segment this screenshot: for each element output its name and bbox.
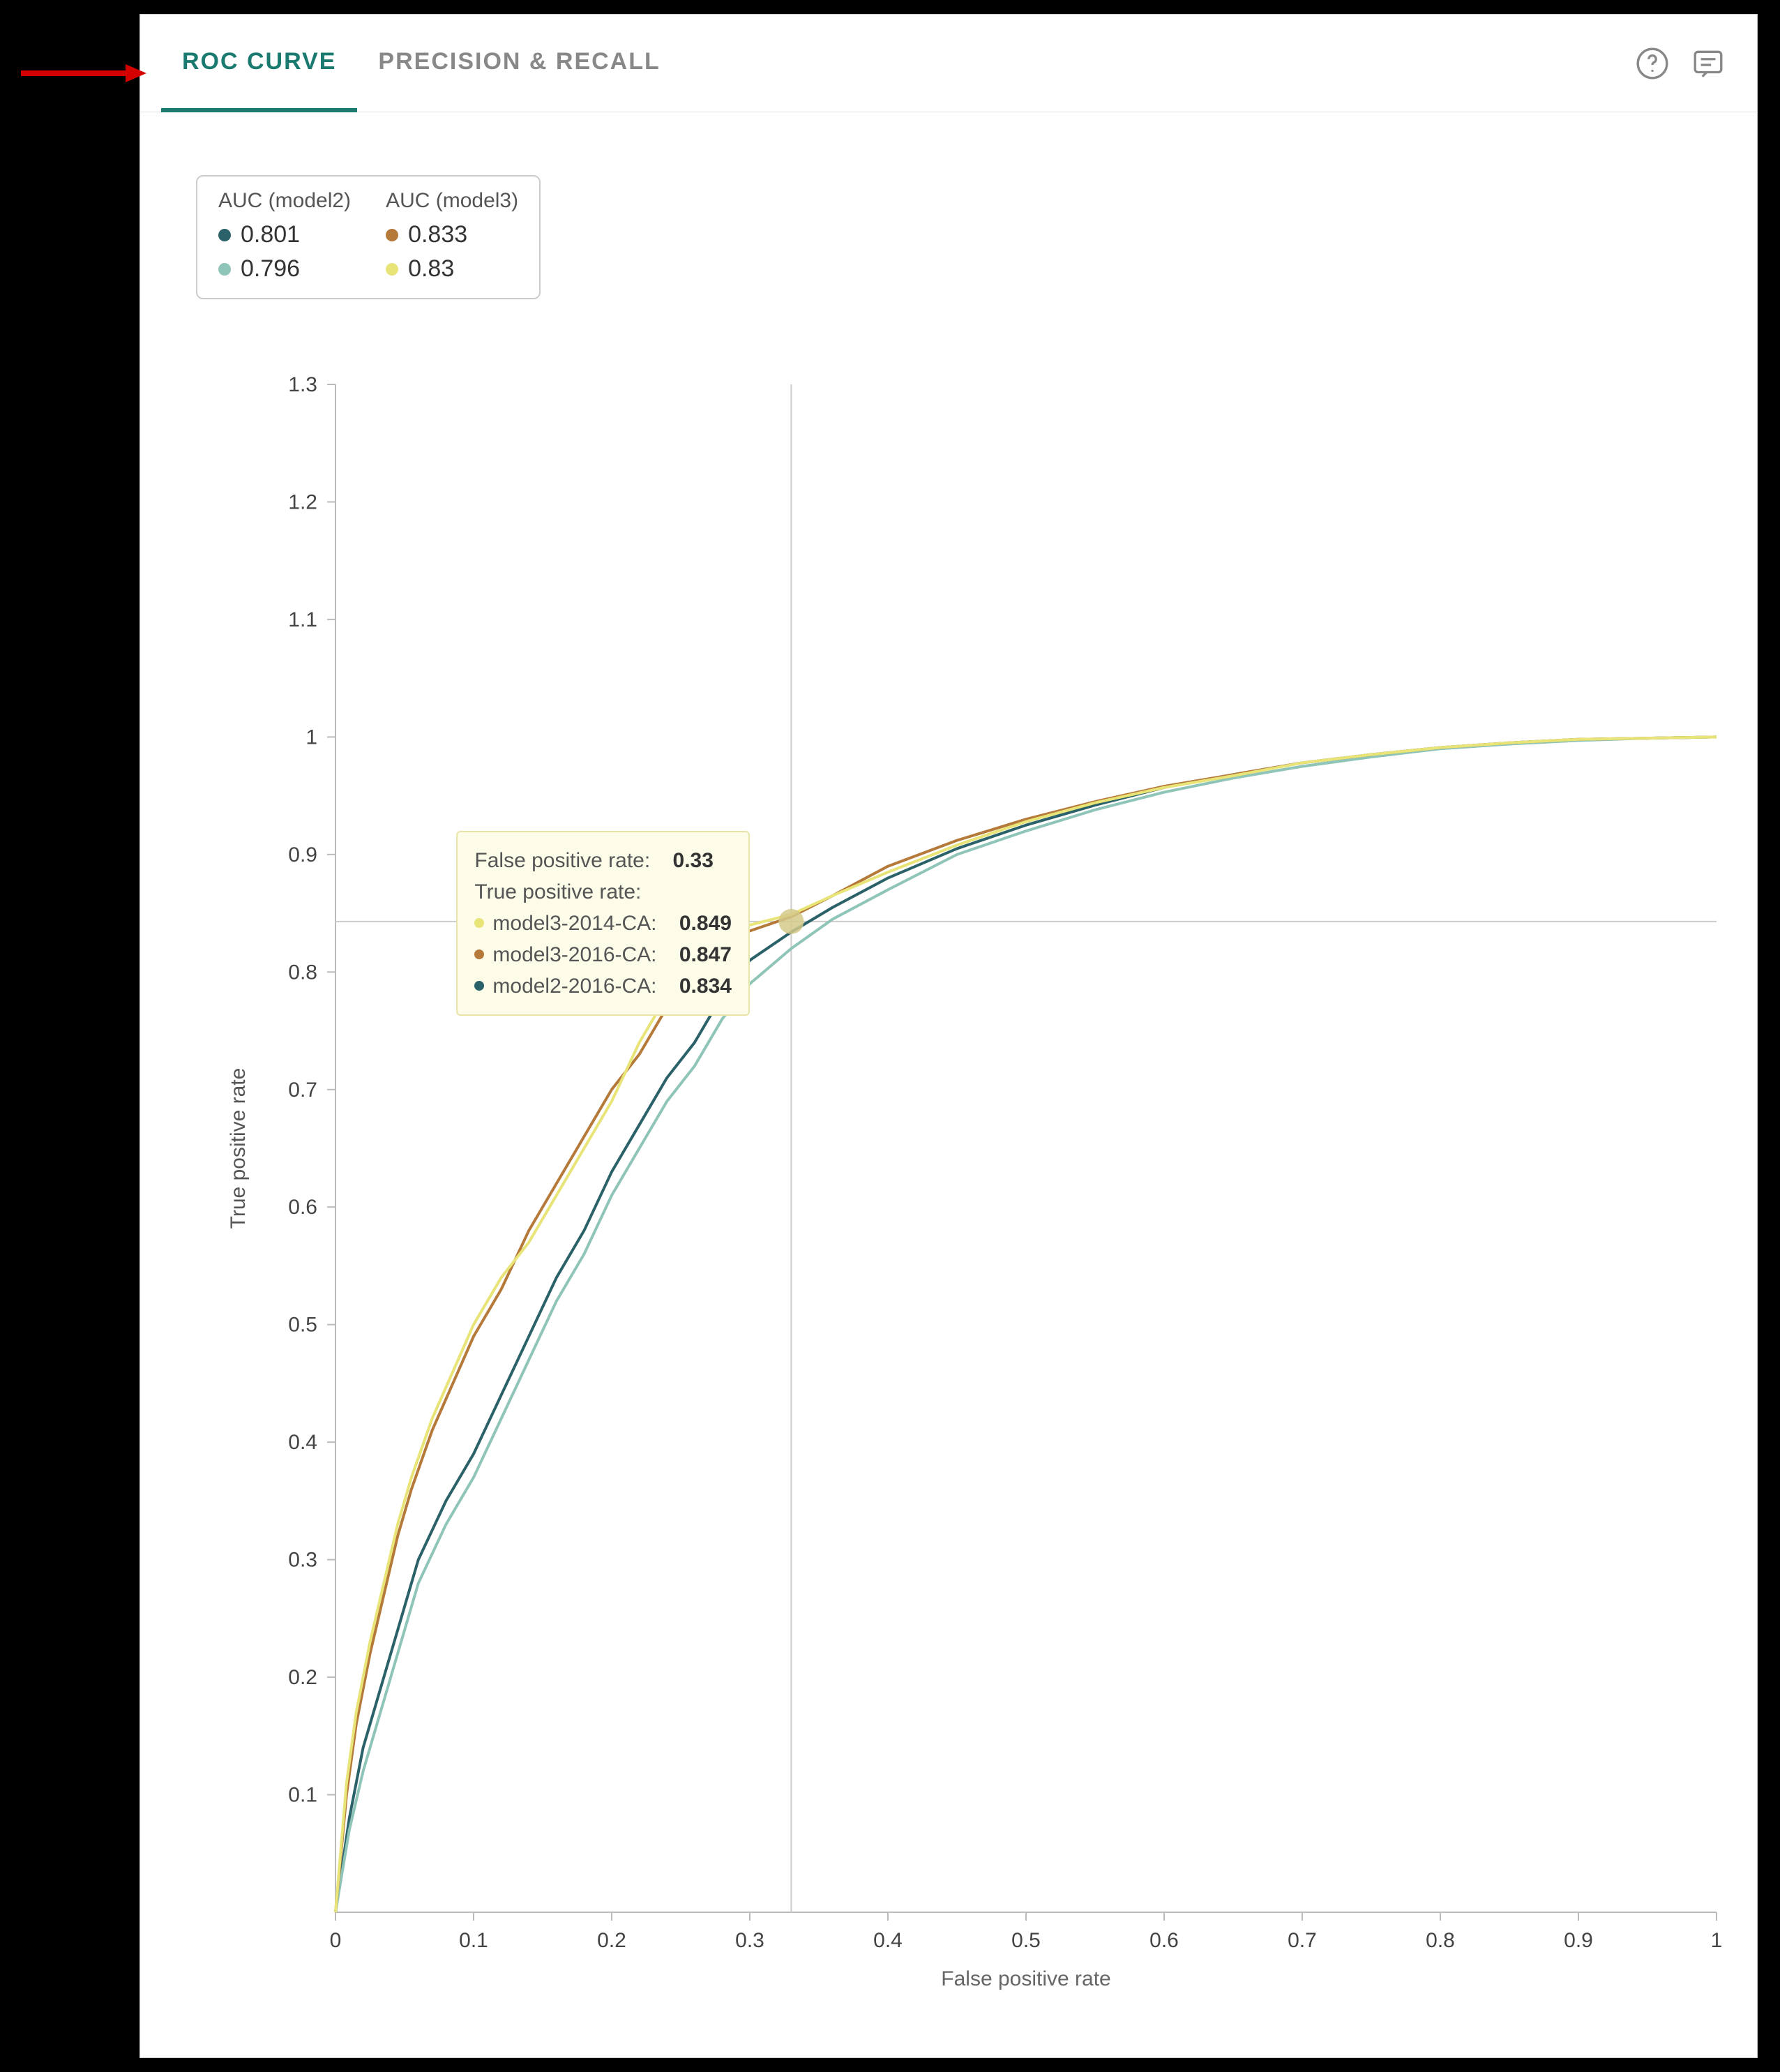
svg-text:1: 1 <box>1711 1929 1723 1952</box>
auc-legend: AUC (model2) 0.801 0.796 AUC (model3) 0.… <box>196 175 541 299</box>
legend-item: 0.796 <box>218 255 351 283</box>
svg-text:0.9: 0.9 <box>288 843 317 866</box>
help-icon[interactable] <box>1631 43 1673 84</box>
svg-text:0.9: 0.9 <box>1564 1929 1593 1952</box>
tooltip-dot <box>474 949 484 959</box>
svg-text:0: 0 <box>330 1929 342 1952</box>
svg-text:0.8: 0.8 <box>288 961 317 984</box>
tooltip-dot <box>474 981 484 991</box>
tooltip-series-value: 0.849 <box>679 908 732 939</box>
legend-col-model2: AUC (model2) 0.801 0.796 <box>218 189 351 283</box>
tooltip-dot <box>474 918 484 928</box>
legend-title: AUC (model2) <box>218 189 351 213</box>
svg-text:0.4: 0.4 <box>288 1431 317 1454</box>
roc-panel: ROC CURVE PRECISION & RECALL AUC (model2… <box>139 14 1758 2058</box>
svg-text:0.6: 0.6 <box>1149 1929 1179 1952</box>
tooltip-fpr-label: False positive rate: <box>474 845 650 876</box>
legend-item: 0.833 <box>386 221 518 248</box>
svg-text:0.5: 0.5 <box>288 1314 317 1337</box>
legend-dot <box>386 263 398 276</box>
legend-value: 0.801 <box>241 221 300 248</box>
svg-text:0.3: 0.3 <box>288 1549 317 1572</box>
tooltip-fpr-value: 0.33 <box>673 845 714 876</box>
tab-bar: ROC CURVE PRECISION & RECALL <box>140 15 1757 112</box>
legend-item: 0.83 <box>386 255 518 283</box>
svg-text:False positive rate: False positive rate <box>941 1967 1110 1990</box>
svg-text:0.6: 0.6 <box>288 1196 317 1219</box>
svg-text:1.3: 1.3 <box>288 373 317 396</box>
legend-dot <box>386 229 398 241</box>
tooltip-series-name: model2-2016-CA: <box>492 970 656 1002</box>
svg-text:0.5: 0.5 <box>1011 1929 1041 1952</box>
svg-text:0.7: 0.7 <box>288 1079 317 1102</box>
roc-chart[interactable]: 0 0.1 0.2 0.3 0.4 0.5 0.6 0.7 0.8 0.9 1 0.1 0.2 0.3 0.… <box>182 363 1730 2017</box>
svg-text:0.7: 0.7 <box>1288 1929 1317 1952</box>
legend-dot <box>218 263 231 276</box>
legend-col-model3: AUC (model3) 0.833 0.83 <box>386 189 518 283</box>
svg-text:True positive rate: True positive rate <box>227 1068 250 1229</box>
tooltip-tpr-label: True positive rate: <box>474 876 732 908</box>
tooltip-series-name: model3-2014-CA: <box>492 908 656 939</box>
tab-precision-recall[interactable]: PRECISION & RECALL <box>357 15 681 112</box>
legend-value: 0.833 <box>408 221 467 248</box>
legend-title: AUC (model3) <box>386 189 518 213</box>
svg-text:0.2: 0.2 <box>288 1666 317 1689</box>
comment-icon[interactable] <box>1687 43 1729 84</box>
svg-text:1.2: 1.2 <box>288 490 317 513</box>
svg-text:0.2: 0.2 <box>597 1929 626 1952</box>
roc-chart-svg: 0 0.1 0.2 0.3 0.4 0.5 0.6 0.7 0.8 0.9 1 0.1 0.2 0.3 0.… <box>182 363 1730 2017</box>
annotation-arrow <box>21 63 146 84</box>
svg-text:0.1: 0.1 <box>459 1929 488 1952</box>
tooltip-series-value: 0.834 <box>679 970 732 1002</box>
tooltip-series-value: 0.847 <box>679 939 732 970</box>
tooltip-series-name: model3-2016-CA: <box>492 939 656 970</box>
tab-roc-curve[interactable]: ROC CURVE <box>161 15 357 112</box>
legend-value: 0.83 <box>408 255 454 283</box>
legend-item: 0.801 <box>218 221 351 248</box>
legend-dot <box>218 229 231 241</box>
svg-text:1.1: 1.1 <box>288 608 317 631</box>
svg-text:0.1: 0.1 <box>288 1784 317 1807</box>
svg-text:0.3: 0.3 <box>735 1929 764 1952</box>
svg-text:0.4: 0.4 <box>873 1929 903 1952</box>
hover-tooltip: False positive rate: 0.33 True positive … <box>456 831 750 1016</box>
svg-text:1: 1 <box>306 726 317 749</box>
svg-text:0.8: 0.8 <box>1426 1929 1455 1952</box>
legend-value: 0.796 <box>241 255 300 283</box>
